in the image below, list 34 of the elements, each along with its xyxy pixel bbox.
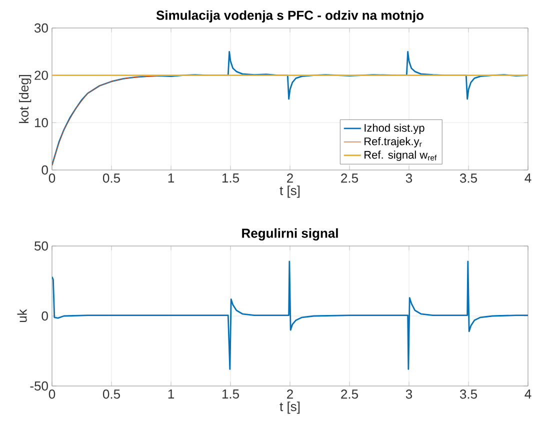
x-axis-title: t [s] bbox=[280, 186, 300, 198]
x-tick-label: 1.5 bbox=[222, 390, 239, 399]
legend-label: Ref. signal w$_{ref}$ bbox=[364, 150, 437, 161]
chart-title: Regulirni signal bbox=[242, 228, 338, 240]
x-tick-label: 4 bbox=[524, 174, 532, 182]
x-tick-label: 3.5 bbox=[460, 174, 477, 183]
x-tick-label: 2.5 bbox=[341, 390, 358, 399]
x-tick-label: 4 bbox=[524, 390, 532, 398]
x-tick-label: 3.5 bbox=[460, 390, 477, 399]
legend-label: Ref.trajek.y$_{r}$ bbox=[364, 137, 422, 148]
y-tick-label: 10 bbox=[34, 118, 48, 128]
x-tick-label: 0 bbox=[48, 174, 56, 183]
x-tick-label: 2 bbox=[287, 390, 293, 399]
y-tick-label: 0 bbox=[42, 165, 48, 175]
x-tick-label: 3 bbox=[406, 390, 412, 399]
y-tick-label: 30 bbox=[34, 23, 48, 33]
y-tick-label: 0 bbox=[42, 311, 48, 321]
x-tick-label: 1 bbox=[168, 390, 174, 398]
x-tick-label: 1 bbox=[168, 174, 174, 182]
chart-title: Simulacija vodenja s PFC - odziv na motnjo bbox=[156, 10, 424, 22]
legend-label: Izhod sist.yp bbox=[364, 124, 424, 134]
x-tick-label: 0.5 bbox=[102, 390, 120, 399]
y-axis-title: uk bbox=[17, 309, 27, 322]
x-tick-label: 2.5 bbox=[341, 174, 358, 183]
y-tick-label: 20 bbox=[34, 70, 48, 80]
y-tick-label: 50 bbox=[34, 241, 48, 251]
y-tick-label: -50 bbox=[30, 381, 48, 391]
x-tick-label: 1.5 bbox=[222, 174, 239, 183]
x-tick-label: 2 bbox=[287, 174, 293, 183]
x-tick-label: 0 bbox=[48, 390, 56, 399]
x-axis-title: t [s] bbox=[280, 402, 300, 414]
x-tick-label: 3 bbox=[406, 174, 412, 183]
y-axis-title: kot [deg] bbox=[19, 75, 32, 124]
x-tick-label: 0.5 bbox=[102, 174, 120, 183]
